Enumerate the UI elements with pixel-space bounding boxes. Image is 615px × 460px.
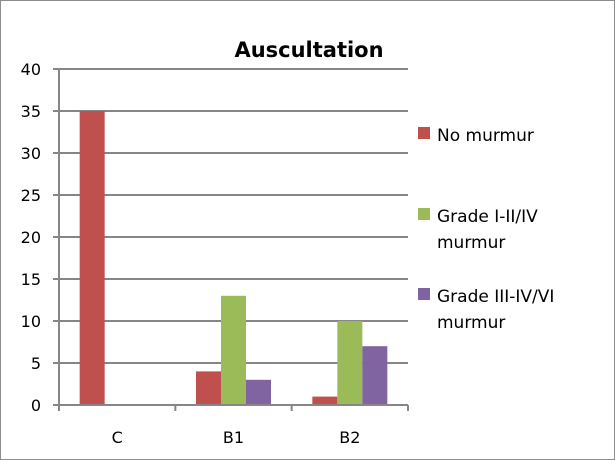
legend-swatch xyxy=(418,127,430,139)
bar xyxy=(79,111,105,405)
y-tick-label: 40 xyxy=(21,60,41,79)
bar xyxy=(337,321,363,405)
legend-swatch xyxy=(418,288,430,300)
legend-label: murmur xyxy=(437,313,505,333)
chart-title: Auscultation xyxy=(234,38,383,62)
axes xyxy=(53,68,409,411)
y-tick-label: 20 xyxy=(21,228,41,247)
bar xyxy=(246,379,271,405)
y-axis-ticks: 0 5 10 15 20 25 30 35 40 xyxy=(21,60,41,415)
y-tick-label: 0 xyxy=(31,396,41,415)
bar xyxy=(221,295,246,405)
x-axis-ticks: C B1 B2 xyxy=(112,428,361,447)
y-tick-label: 25 xyxy=(21,186,41,205)
bar xyxy=(196,371,221,405)
x-tick-label: B2 xyxy=(339,428,360,447)
legend-label: murmur xyxy=(437,233,505,253)
legend-label: No murmur xyxy=(437,126,534,146)
legend-label: Grade III-IV/VI xyxy=(437,287,554,307)
bars xyxy=(79,111,388,405)
legend-swatch xyxy=(418,208,430,220)
x-tick-label: C xyxy=(112,428,123,447)
y-tick-label: 35 xyxy=(21,102,41,121)
y-tick-label: 15 xyxy=(21,270,41,289)
bar xyxy=(312,396,338,405)
bar xyxy=(362,346,388,405)
y-tick-label: 5 xyxy=(31,354,41,373)
y-tick-label: 30 xyxy=(21,144,41,163)
y-tick-label: 10 xyxy=(21,312,41,331)
legend: No murmur Grade I-II/IV murmur Grade III-IV… xyxy=(418,126,554,333)
legend-label: Grade I-II/IV xyxy=(437,207,538,227)
x-tick-label: B1 xyxy=(223,428,244,447)
